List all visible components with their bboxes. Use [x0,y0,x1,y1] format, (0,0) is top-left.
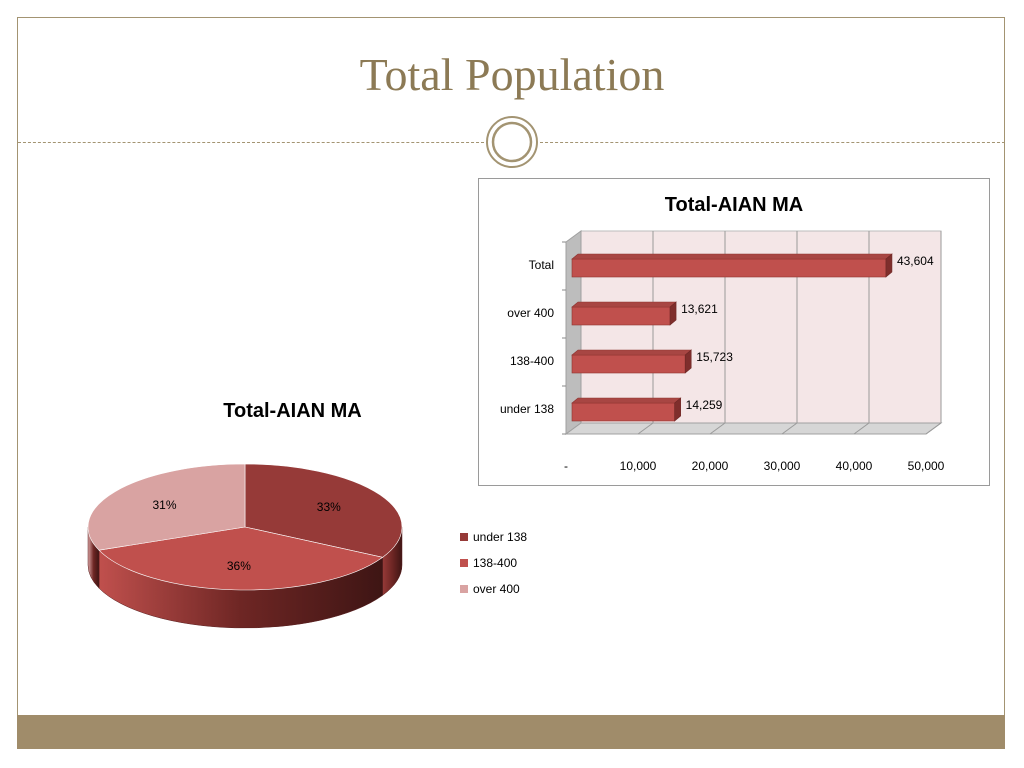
legend-label: over 400 [473,582,520,596]
bar-top [571,397,682,404]
pie-slice [244,463,403,558]
category-label: 138-400 [510,354,554,368]
legend-swatch [460,559,468,567]
bar-end [885,253,893,278]
gridline-floor [709,422,726,435]
bar-end [669,301,677,326]
title-divider-right [540,142,1005,143]
bar-value-label: 13,621 [681,302,718,316]
legend-item: over 400 [460,576,527,602]
x-tick-label: 40,000 [836,459,873,473]
x-tick-label: 20,000 [692,459,729,473]
gridline-floor [781,422,798,435]
x-tick-label: 30,000 [764,459,801,473]
bar-end [684,349,692,374]
x-tick-label: 10,000 [620,459,657,473]
gridline-floor [925,422,942,435]
pie-slice [98,526,384,591]
pie-percent-label: 31% [152,498,176,512]
bar-end [674,397,681,422]
bar-top [571,301,677,308]
slide-title: Total Population [359,49,665,100]
x-tick-label: - [564,459,568,473]
bar-value-label: 43,604 [897,254,934,268]
footer-band [17,715,1005,749]
bar-chart-title: Total-AIAN MA [664,194,804,216]
bar [571,258,887,278]
plot-floor [564,422,943,435]
pie-legend: under 138 138-400 over 400 [460,524,527,602]
legend-item: 138-400 [460,550,527,576]
legend-swatch [460,585,468,593]
pie-percent-label: 36% [227,559,251,573]
pie-chart-title: Total-AIAN MA [223,400,362,422]
bar-chart: - 10,000 20,000 30,000 40,000 50,000 14,259 und… [500,230,945,473]
bar-value-label: 14,259 [686,398,723,412]
category-label: over 400 [507,306,554,320]
category-label: Total [529,258,554,272]
pie-percent-label: 33% [317,500,341,514]
bar-value-label: 15,723 [696,350,733,364]
gridline-floor [637,422,654,435]
legend-label: 138-400 [473,556,518,570]
pie-slice [87,463,246,551]
gridline-floor [853,422,870,435]
bar-top [571,349,693,356]
bar [571,306,671,326]
category-label: under 138 [500,402,554,416]
bar-top [571,253,893,260]
title-divider-left [18,142,484,143]
circle-ornament-icon [486,116,538,168]
legend-swatch [460,533,468,541]
bar [571,354,686,374]
x-tick-label: 50,000 [908,459,945,473]
legend-label: under 138 [473,530,528,544]
pie-chart: 33% 36% 31% [87,463,403,629]
bar [571,402,675,422]
legend-item: under 138 [460,524,527,550]
